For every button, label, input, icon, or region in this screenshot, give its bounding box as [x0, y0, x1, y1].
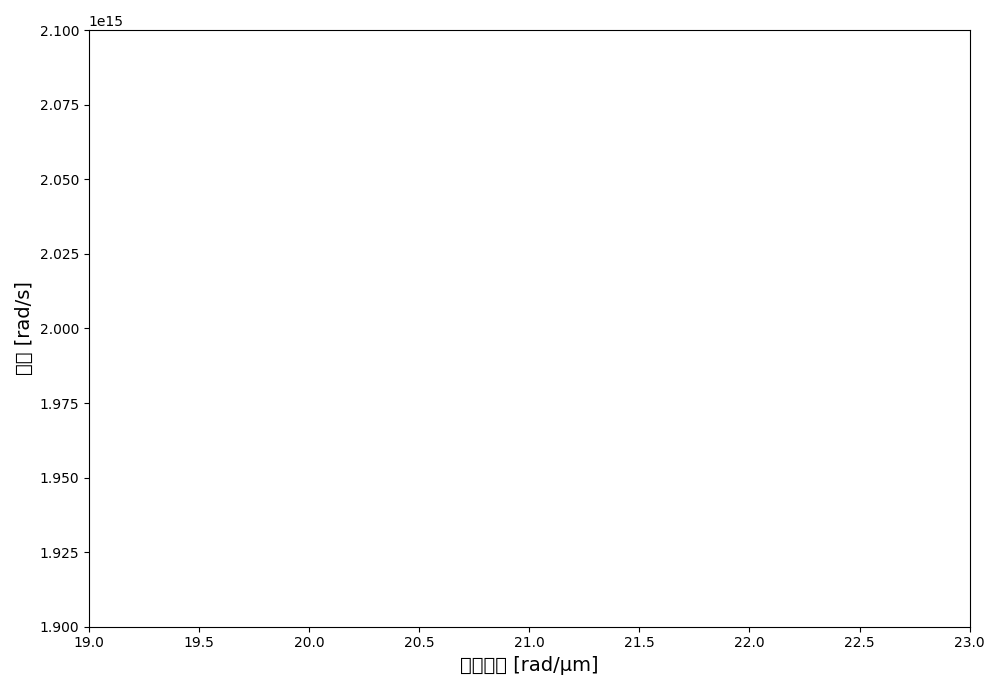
X-axis label: 传播常数 [rad/μm]: 传播常数 [rad/μm] [460, 656, 599, 675]
Y-axis label: 频率 [rad/s]: 频率 [rad/s] [15, 282, 34, 375]
